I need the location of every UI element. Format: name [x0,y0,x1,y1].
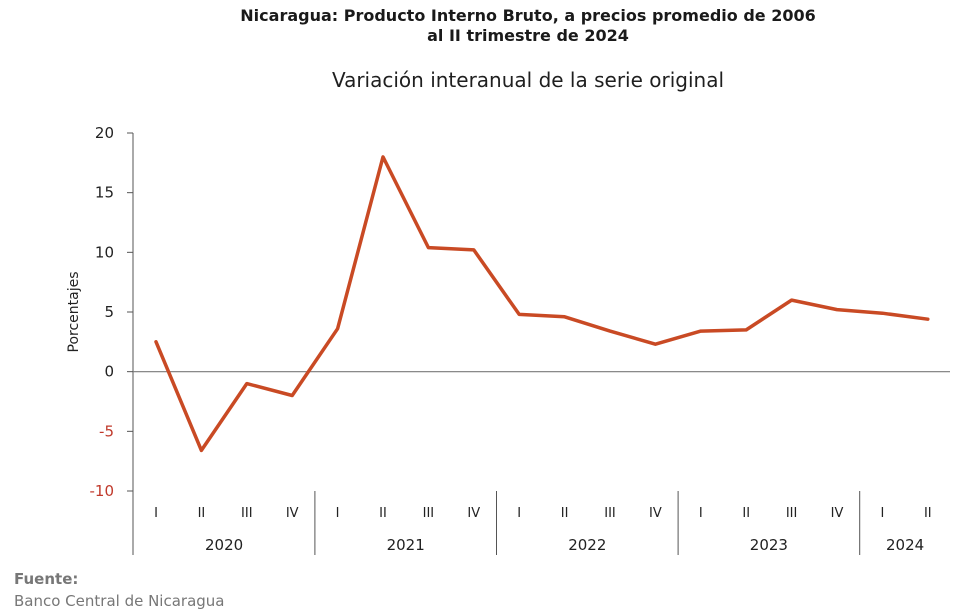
x-quarter-label: II [379,506,387,521]
x-quarter-label: II [198,506,206,521]
x-quarter-label: III [423,506,435,521]
y-tick-label: 10 [95,243,114,261]
source-text: Banco Central de Nicaragua [14,592,225,610]
x-quarter-label: II [742,506,750,521]
chart-title-line1: Nicaragua: Producto Interno Bruto, a pre… [240,6,816,25]
x-quarter-label: III [241,506,253,521]
x-year-label: 2021 [387,536,425,554]
source-label: Fuente: [14,570,79,588]
x-quarter-label: I [699,506,703,521]
source-note: Fuente: Banco Central de Nicaragua [14,568,225,612]
x-year-label: 2020 [205,536,243,554]
y-tick-label: -5 [99,422,114,440]
y-tick-label: -10 [90,482,115,500]
y-tick-label: 0 [104,363,114,381]
x-year-label: 2023 [750,536,788,554]
chart-title-line2: al II trimestre de 2024 [427,26,629,45]
x-quarter-label: IV [831,506,844,521]
x-quarter-label: I [336,506,340,521]
x-quarter-label: II [924,506,932,521]
series-line [154,155,930,453]
chart-subtitle: Variación interanual de la serie origina… [331,68,725,92]
y-tick-label: 20 [95,124,114,142]
x-quarter-label: III [604,506,616,521]
x-year-label: 2024 [886,536,924,554]
x-year-label: 2022 [568,536,606,554]
x-quarter-label: IV [467,506,480,521]
x-quarter-label: I [880,506,884,521]
x-quarter-label: III [786,506,798,521]
chart-title: Nicaragua: Producto Interno Bruto, a pre… [0,6,961,46]
y-axis-label: Porcentajes [66,271,82,352]
y-tick-label: 15 [95,184,114,202]
x-quarter-label: I [517,506,521,521]
x-quarter-label: II [561,506,569,521]
y-tick-label: 5 [104,303,114,321]
x-quarter-label: I [154,506,158,521]
x-quarter-label: IV [286,506,299,521]
x-quarter-label: IV [649,506,662,521]
